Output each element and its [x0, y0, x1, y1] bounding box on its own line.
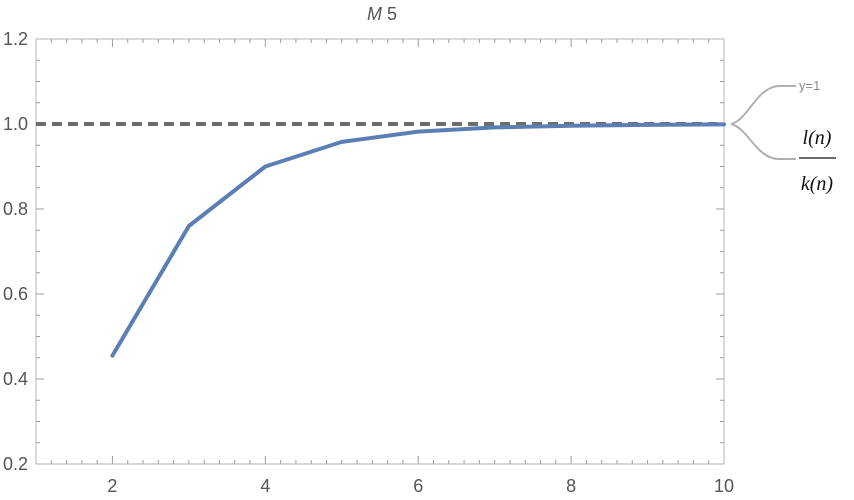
plot-area-border	[35, 38, 725, 465]
tick-labels: 2 4 6 8 10 0.2 0.4 0.6 0.8 1.0 1.2	[3, 29, 734, 496]
y-tick-label: 0.8	[3, 199, 28, 219]
legend-label-y1: y=1	[799, 78, 820, 93]
x-tick-label: 10	[714, 476, 734, 496]
x-tick-label: 8	[566, 476, 576, 496]
x-tick-label: 6	[413, 476, 423, 496]
plot-frame	[35, 38, 725, 465]
legend: y=1 l(n) k(n)	[730, 78, 836, 195]
y-tick-label: 1.2	[3, 29, 28, 49]
y-tick-label: 0.4	[3, 369, 28, 389]
x-tick-label: 4	[260, 476, 270, 496]
legend-connector-y1	[730, 85, 796, 125]
x-tick-label: 2	[107, 476, 117, 496]
legend-label-denominator: k(n)	[801, 173, 834, 195]
title-number: 5	[387, 4, 397, 24]
legend-label-numerator: l(n)	[803, 127, 832, 149]
series-line-ratio	[110, 122, 726, 358]
tick-marks	[35, 38, 725, 465]
y-tick-label: 0.6	[3, 284, 28, 304]
legend-connector-ratio	[730, 123, 796, 160]
series-layer	[36, 122, 726, 358]
title-symbol: M	[367, 4, 382, 24]
y-tick-label: 0.2	[3, 454, 28, 474]
y-tick-label: 1.0	[3, 114, 28, 134]
